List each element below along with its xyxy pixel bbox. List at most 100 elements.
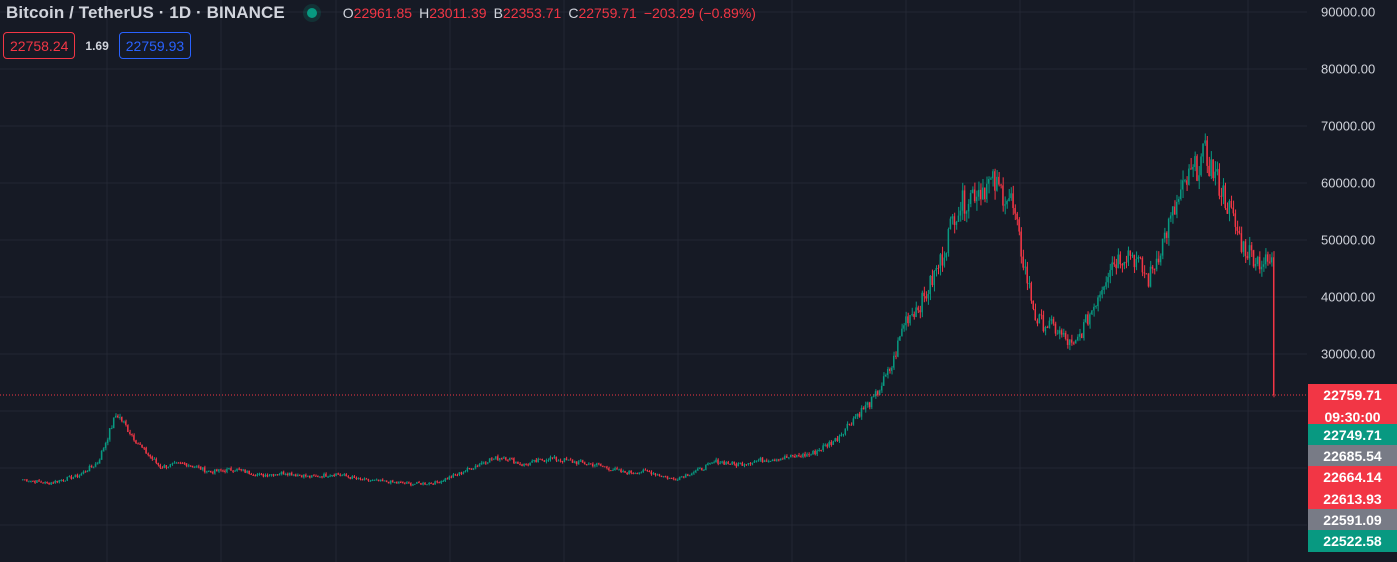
candle-body — [755, 460, 758, 462]
candle-body — [345, 474, 347, 477]
symbol-title[interactable]: Bitcoin / TetherUS · 1D · BINANCE — [6, 3, 285, 22]
candle-body — [248, 470, 250, 474]
candle-body — [856, 413, 859, 417]
price-tick: 30000.00 — [1321, 346, 1376, 362]
candle-body — [1022, 256, 1024, 268]
candle-body — [656, 474, 658, 476]
candle-body — [891, 367, 893, 371]
candle-body — [242, 469, 244, 471]
candle-body — [143, 447, 145, 449]
candle-body — [195, 466, 198, 468]
candle-body — [579, 460, 582, 462]
candle-body — [1111, 262, 1113, 271]
candle-body — [313, 475, 315, 477]
candle-body — [836, 438, 838, 441]
candle-body — [854, 416, 857, 419]
candle-body — [674, 479, 677, 481]
candle-body — [652, 473, 654, 475]
candle-body — [454, 474, 456, 476]
candle-body — [424, 482, 426, 485]
candle-body — [1155, 258, 1158, 270]
candle-body — [484, 462, 487, 464]
candle-body — [1256, 256, 1259, 264]
candle-body — [996, 176, 998, 191]
candle-body — [240, 469, 242, 471]
candle-body — [1109, 270, 1111, 278]
candle-body — [529, 462, 531, 466]
bar-countdown: 09:30:00 — [1324, 409, 1381, 425]
candle-body — [167, 466, 169, 468]
candle-body — [175, 462, 178, 464]
candle-body — [765, 460, 768, 462]
candle-body — [1052, 319, 1055, 324]
candle-body — [767, 461, 770, 463]
candle-body — [201, 467, 204, 470]
candle-body — [860, 407, 863, 417]
candle-body — [1137, 257, 1139, 260]
candle-body — [203, 467, 206, 473]
sell-button[interactable]: 22758.24 — [3, 32, 76, 59]
candle-body — [199, 466, 202, 470]
candle-body — [478, 464, 481, 466]
candle-body — [408, 482, 410, 484]
candle-body — [385, 480, 388, 482]
candle-body — [614, 468, 616, 471]
market-status-icon[interactable] — [306, 8, 317, 18]
candle-body — [1220, 195, 1222, 197]
candle-body — [519, 463, 521, 465]
candle-body — [616, 468, 618, 470]
candle-body — [434, 481, 436, 485]
candle-body — [899, 336, 901, 341]
candle-body — [511, 457, 513, 459]
candle-body — [106, 439, 109, 443]
candle-body — [110, 428, 113, 430]
candle-body — [387, 481, 390, 484]
candle-body — [337, 473, 339, 475]
candle-body — [331, 474, 333, 476]
candle-body — [838, 436, 840, 441]
candle-body — [100, 450, 103, 460]
candle-body — [191, 465, 194, 468]
candle-body — [705, 465, 707, 470]
price-axis[interactable]: 90000.00 80000.00 70000.00 60000.00 5000… — [1307, 0, 1397, 562]
candle-body — [262, 473, 264, 477]
candle-body — [377, 479, 380, 482]
candle-body — [1153, 268, 1156, 270]
candle-body — [133, 435, 135, 441]
candle-body — [870, 396, 873, 408]
candle-body — [1089, 314, 1091, 325]
candle-body — [327, 476, 329, 478]
buy-sell-panel: 22758.24 1.69 22759.93 — [3, 32, 192, 59]
candle-body — [646, 470, 648, 472]
candle-body — [86, 471, 89, 473]
candle-body — [464, 471, 467, 473]
candle-body — [517, 461, 519, 464]
candle-body — [205, 471, 208, 473]
candle-body — [278, 474, 281, 476]
candle-body — [1258, 256, 1261, 270]
candlestick-chart[interactable] — [0, 0, 1307, 562]
candle-body — [185, 463, 188, 467]
candle-body — [1236, 226, 1239, 231]
candle-body — [490, 458, 493, 460]
candle-body — [54, 480, 56, 483]
candle-body — [1188, 168, 1190, 185]
candle-body — [416, 482, 418, 484]
candle-body — [399, 482, 402, 484]
candle-body — [1002, 185, 1004, 206]
candle-body — [630, 470, 632, 473]
buy-button[interactable]: 22759.93 — [118, 32, 192, 59]
candle-body — [24, 479, 26, 481]
candle-body — [513, 458, 515, 464]
candle-body — [216, 469, 218, 472]
candle-body — [994, 171, 996, 191]
candle-body — [998, 176, 1000, 185]
candle-body — [446, 478, 448, 480]
candle-body — [401, 482, 404, 484]
candle-body — [30, 480, 32, 482]
candle-body — [371, 480, 374, 482]
candle-body — [1016, 213, 1018, 220]
candle-body — [1198, 175, 1200, 181]
candle-body — [559, 460, 561, 462]
candle-body — [1210, 159, 1212, 177]
